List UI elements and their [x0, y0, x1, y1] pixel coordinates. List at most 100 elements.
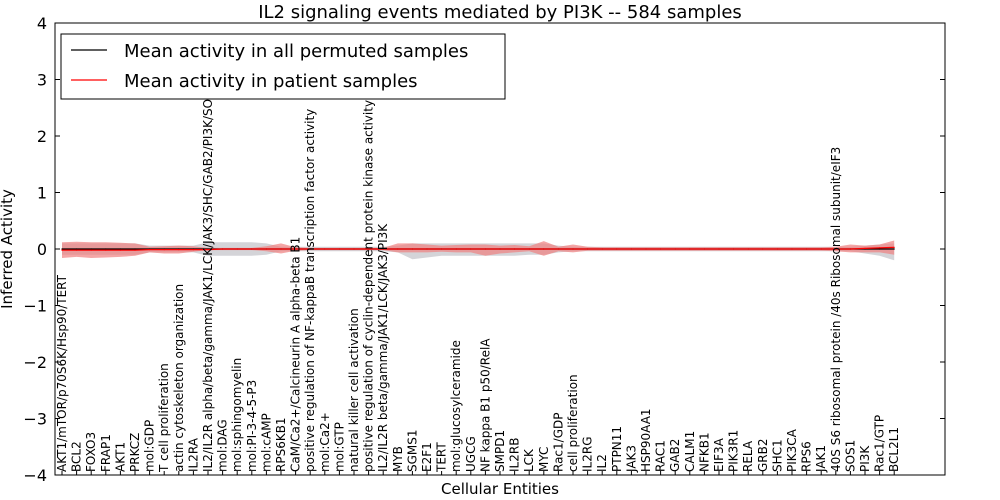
x-tick-label: IL2 — [595, 454, 609, 472]
y-tick-label: −4 — [23, 466, 47, 485]
point-patient-31 — [514, 248, 516, 250]
point-permuted-57 — [893, 248, 895, 250]
point-patient-39 — [630, 248, 633, 250]
x-tick-label: JAK1 — [814, 445, 828, 473]
x-tick-label: MYC — [537, 447, 551, 472]
point-patient-2 — [90, 249, 92, 251]
x-tick-label: actin cytoskeleton organization — [172, 284, 186, 472]
chart-title: IL2 signaling events mediated by PI3K --… — [258, 2, 742, 23]
y-tick-label: 2 — [37, 127, 47, 146]
x-tick-label: cell proliferation — [566, 374, 580, 472]
point-patient-0 — [61, 249, 63, 251]
point-patient-44 — [703, 248, 706, 250]
x-tick-label: mol:Ca2+ — [318, 412, 332, 472]
x-tick-label: IL2RB — [508, 438, 522, 472]
y-axis: −4 −3 −2 −1 0 1 2 3 4 — [23, 14, 945, 485]
x-tick-label: RPS6 — [800, 441, 814, 472]
point-permuted-0 — [61, 248, 63, 250]
line-patient — [62, 246, 895, 251]
point-permuted-56 — [879, 248, 881, 250]
point-patient-1 — [76, 249, 78, 251]
point-patient-26 — [441, 248, 443, 250]
point-patient-24 — [411, 248, 413, 250]
point-patient-3 — [105, 249, 107, 251]
x-tick-label: AKT1/mTOR/p70S6K/Hsp90/TERT — [55, 274, 69, 472]
x-tick-label: JAK3 — [624, 445, 638, 473]
plot-frame — [54, 22, 946, 476]
x-tick-label: MYB — [391, 446, 405, 472]
point-patient-47 — [747, 248, 749, 250]
x-tick-label: PIK3R1 — [727, 430, 741, 472]
point-patient-40 — [645, 248, 647, 250]
x-tick-label: PRKCZ — [128, 433, 142, 472]
x-tick-label: PIK3CA — [785, 428, 799, 472]
point-patient-35 — [572, 248, 574, 250]
point-patient-10 — [207, 249, 209, 251]
point-patient-14 — [265, 248, 267, 250]
x-tick-label: positive regulation of NF-kappaB transcr… — [303, 109, 317, 472]
point-patient-12 — [236, 248, 238, 250]
x-tick-labels: AKT1/mTOR/p70S6K/Hsp90/TERT BCL2 FOXO3 FRAP… — [55, 84, 901, 475]
point-permuted-1 — [76, 248, 78, 250]
y-tick-label: 3 — [37, 71, 47, 90]
x-tick-label: mol:sphingomyelin — [230, 358, 244, 472]
point-patient-6 — [149, 249, 151, 251]
point-patient-50 — [791, 248, 793, 250]
point-patient-52 — [820, 248, 822, 250]
x-tick-label: mol:glucosylceramide — [449, 340, 463, 472]
x-tick-label: NF kappa B1 p50/RelA — [478, 338, 492, 472]
x-tick-label: LCK — [522, 448, 536, 472]
x-tick-label: 40S S6 ribosomal protein /40s Ribosomal … — [829, 147, 843, 472]
x-tick-label: HSP90AA1 — [639, 408, 653, 472]
point-patient-18 — [324, 248, 326, 250]
y-tick-label: −1 — [23, 297, 47, 316]
x-tick-label: T cell proliferation — [157, 363, 171, 473]
x-tick-label: SHC1 — [770, 439, 784, 472]
point-patient-57 — [893, 246, 895, 248]
point-patient-37 — [601, 248, 603, 250]
point-patient-11 — [222, 248, 224, 250]
x-tick-label: NFKB1 — [697, 432, 711, 472]
point-patient-38 — [616, 248, 618, 250]
x-tick-label: IL2/IL2R alpha/beta/gamma/JAK1/LCK/JAK3/… — [201, 84, 215, 472]
x-tick-label: RELA — [741, 440, 755, 472]
x-tick-label: SOS1 — [843, 440, 857, 472]
x-tick-label: mol:DAG — [216, 419, 230, 472]
point-patient-42 — [674, 248, 676, 250]
x-tick-label: positive regulation of cyclin-dependent … — [362, 100, 376, 472]
legend: Mean activity in all permuted samples Me… — [60, 33, 506, 100]
x-tick-label: GAB2 — [668, 439, 682, 472]
x-tick-label: BCL2 — [70, 441, 84, 472]
point-patient-45 — [718, 248, 720, 250]
x-tick-label: CaM/Ca2+/Calcineurin A alpha-beta B1 — [289, 237, 303, 472]
x-tick-label: SGMS1 — [405, 429, 419, 472]
point-patient-7 — [163, 249, 165, 251]
x-tick-label: mol:cAMP — [259, 413, 273, 472]
point-patient-32 — [528, 248, 530, 250]
x-tick-label: Rac1/GTP — [873, 415, 887, 472]
x-tick-label: UGCG — [464, 436, 478, 472]
point-patient-15 — [280, 248, 282, 250]
point-patient-28 — [470, 248, 472, 250]
legend-label-patient: Mean activity in patient samples — [124, 71, 418, 92]
point-patient-23 — [397, 248, 399, 250]
point-patient-33 — [543, 248, 545, 250]
point-patient-20 — [353, 248, 355, 250]
point-patient-36 — [587, 248, 589, 250]
x-tick-label: RPS6KB1 — [274, 417, 288, 472]
y-tick-label: −3 — [23, 410, 47, 429]
x-tick-label: TERT — [435, 442, 449, 473]
legend-label-permuted: Mean activity in all permuted samples — [124, 41, 468, 62]
x-tick-label: RAC1 — [654, 440, 668, 472]
point-patient-8 — [178, 249, 180, 251]
x-tick-label: BCL2L1 — [887, 427, 901, 472]
point-permuted-2 — [90, 248, 92, 250]
point-patient-48 — [762, 248, 764, 250]
series-lines — [61, 246, 895, 251]
point-patient-27 — [455, 248, 457, 250]
x-tick-label: natural killer cell activation — [347, 308, 361, 472]
point-patient-9 — [192, 249, 194, 251]
point-patient-56 — [879, 247, 881, 249]
point-patient-55 — [864, 247, 866, 249]
x-tick-label: CALM1 — [683, 431, 697, 472]
